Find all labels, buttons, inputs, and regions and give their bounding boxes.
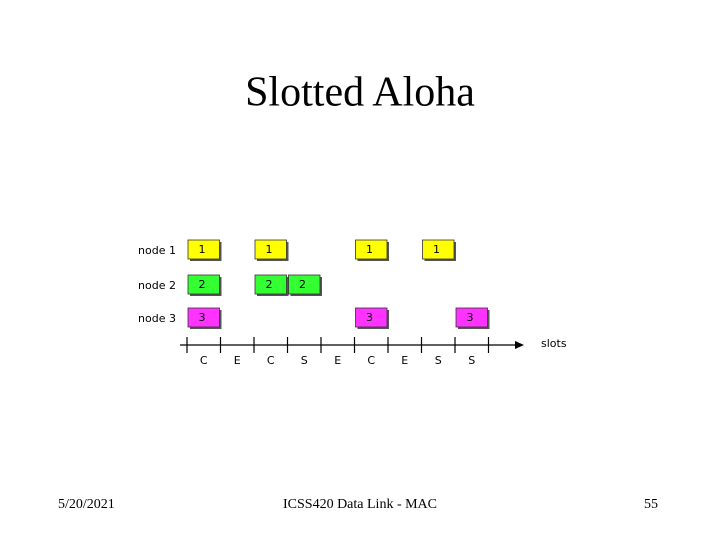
slot-outcome: E <box>234 354 241 367</box>
frame-label: 1 <box>199 243 206 256</box>
node-label: node 3 <box>138 312 176 325</box>
frame-label: 3 <box>467 311 474 324</box>
node-label: node 1 <box>138 244 176 257</box>
frame-label: 2 <box>199 278 206 291</box>
footer-date: 5/20/2021 <box>58 497 115 512</box>
node-label: node 2 <box>138 279 176 292</box>
frame-label: 2 <box>266 278 273 291</box>
frame-box <box>254 239 287 260</box>
frame-box <box>254 274 287 295</box>
frame-box <box>187 274 220 295</box>
slot-outcome: E <box>401 354 408 367</box>
frame-box <box>187 307 220 328</box>
slot-outcome: S <box>435 354 442 367</box>
slot-outcome: S <box>468 354 475 367</box>
frame-label: 1 <box>266 243 273 256</box>
frame-box <box>355 307 388 328</box>
axis-arrow <box>515 341 524 349</box>
frame-box <box>422 239 455 260</box>
slot-outcome: C <box>267 354 275 367</box>
frame-label: 3 <box>199 311 206 324</box>
frame-box <box>455 307 488 328</box>
slot-outcome: E <box>334 354 341 367</box>
frame-label: 1 <box>433 243 440 256</box>
frame-box <box>187 239 220 260</box>
axis-label: slots <box>541 337 567 350</box>
slot-outcome: C <box>200 354 208 367</box>
frame-label: 1 <box>366 243 373 256</box>
footer-page: 55 <box>644 497 658 512</box>
frame-box <box>288 274 321 295</box>
slot-outcome: S <box>301 354 308 367</box>
frame-label: 2 <box>299 278 306 291</box>
slide-title: Slotted Aloha <box>245 70 475 116</box>
slot-outcome: C <box>367 354 375 367</box>
frame-label: 3 <box>366 311 373 324</box>
frame-box <box>355 239 388 260</box>
footer-course: ICSS420 Data Link - MAC <box>283 497 437 512</box>
